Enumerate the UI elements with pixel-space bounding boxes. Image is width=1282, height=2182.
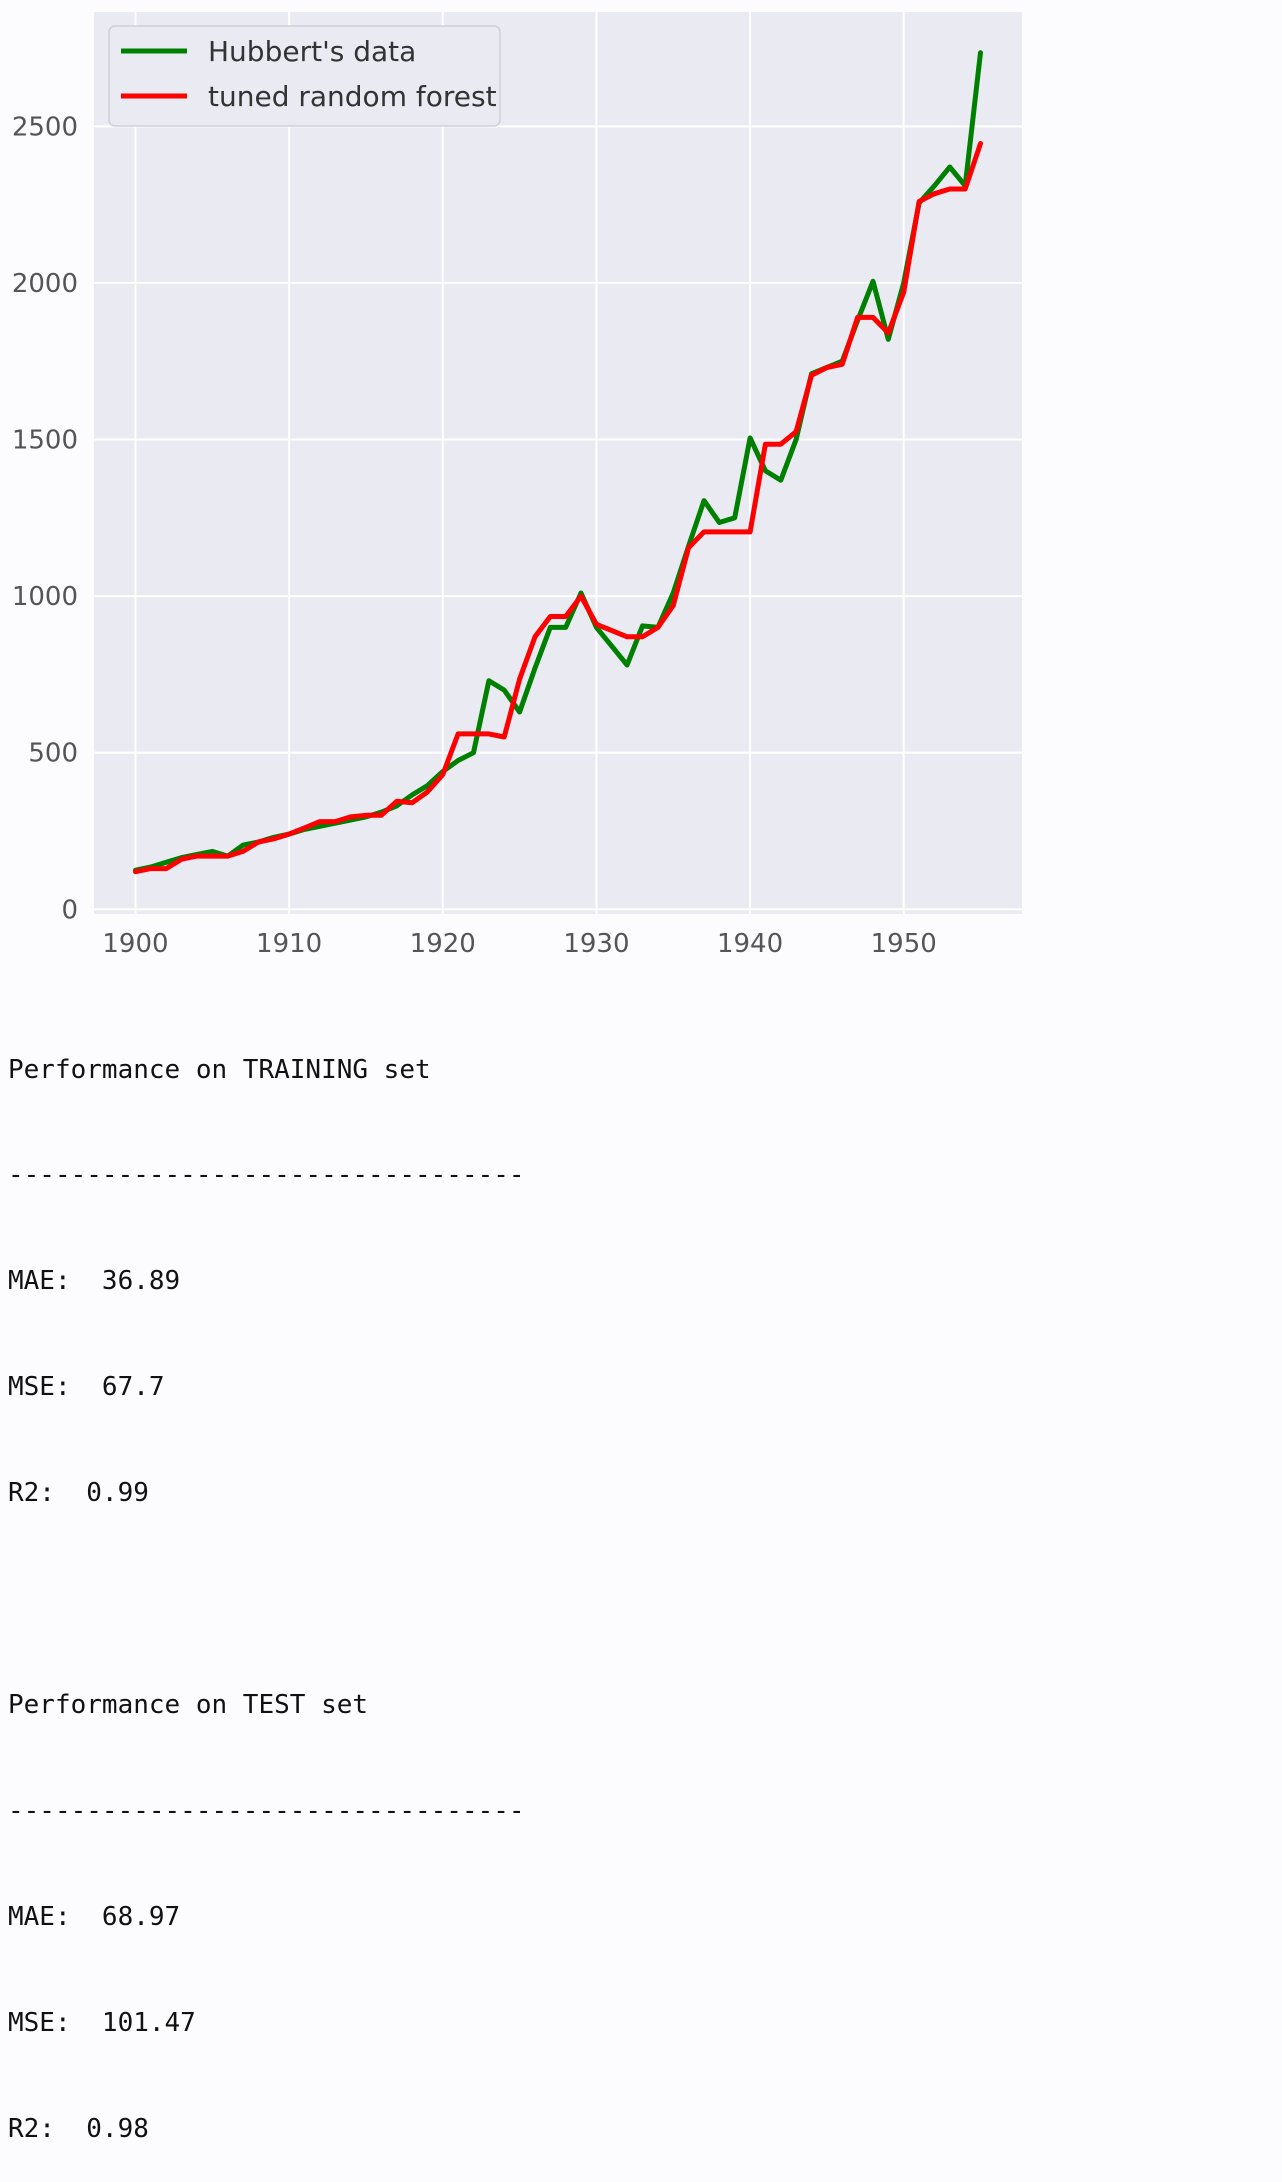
- line-chart: 1900 1910 1920 1930 1940 1950 0 500 1000 1500 200…: [12, 12, 1022, 959]
- training-mse: MSE: 67.7: [8, 1372, 165, 1403]
- y-tick-label: 500: [28, 739, 78, 769]
- x-tick-label: 1900: [102, 929, 168, 959]
- x-axis-ticks: 1900 1910 1920 1930 1940 1950: [102, 929, 936, 959]
- test-title: Performance on TEST set: [8, 1689, 369, 1720]
- legend-label-random-forest: tuned random forest: [208, 80, 497, 113]
- x-tick-label: 1910: [256, 929, 322, 959]
- blank-line: [8, 1582, 525, 1617]
- test-mae: MAE: 68.97: [8, 1901, 181, 1932]
- training-title: Performance on TRAINING set: [8, 1054, 431, 1085]
- test-rule: ---------------------------------: [8, 1795, 525, 1826]
- legend-label-hubbert: Hubbert's data: [208, 35, 416, 68]
- legend-box: [108, 25, 501, 127]
- x-tick-label: 1930: [563, 929, 629, 959]
- y-tick-label: 2500: [12, 112, 78, 142]
- test-mse: MSE: 101.47: [8, 2007, 196, 2038]
- y-tick-label: 1000: [12, 582, 78, 612]
- series-lines: [133, 50, 983, 875]
- x-tick-label: 1950: [871, 929, 937, 959]
- training-mae: MAE: 36.89: [8, 1266, 181, 1297]
- series-line-random-forest: [133, 141, 983, 875]
- training-r2: R2: 0.99: [8, 1478, 149, 1509]
- x-tick-label: 1920: [410, 929, 476, 959]
- y-tick-label: 0: [61, 895, 78, 925]
- y-tick-label: 2000: [12, 269, 78, 299]
- test-r2: R2: 0.98: [8, 2113, 149, 2144]
- x-tick-label: 1940: [717, 929, 783, 959]
- y-tick-label: 1500: [12, 426, 78, 456]
- legend: Hubbert's data tuned random forest: [108, 25, 501, 127]
- y-axis-ticks: 0 500 1000 1500 2000 2500: [12, 112, 78, 925]
- plot-area: [94, 12, 1022, 914]
- training-rule: ---------------------------------: [8, 1160, 525, 1191]
- performance-output: Performance on TRAINING set ------------…: [8, 982, 525, 2182]
